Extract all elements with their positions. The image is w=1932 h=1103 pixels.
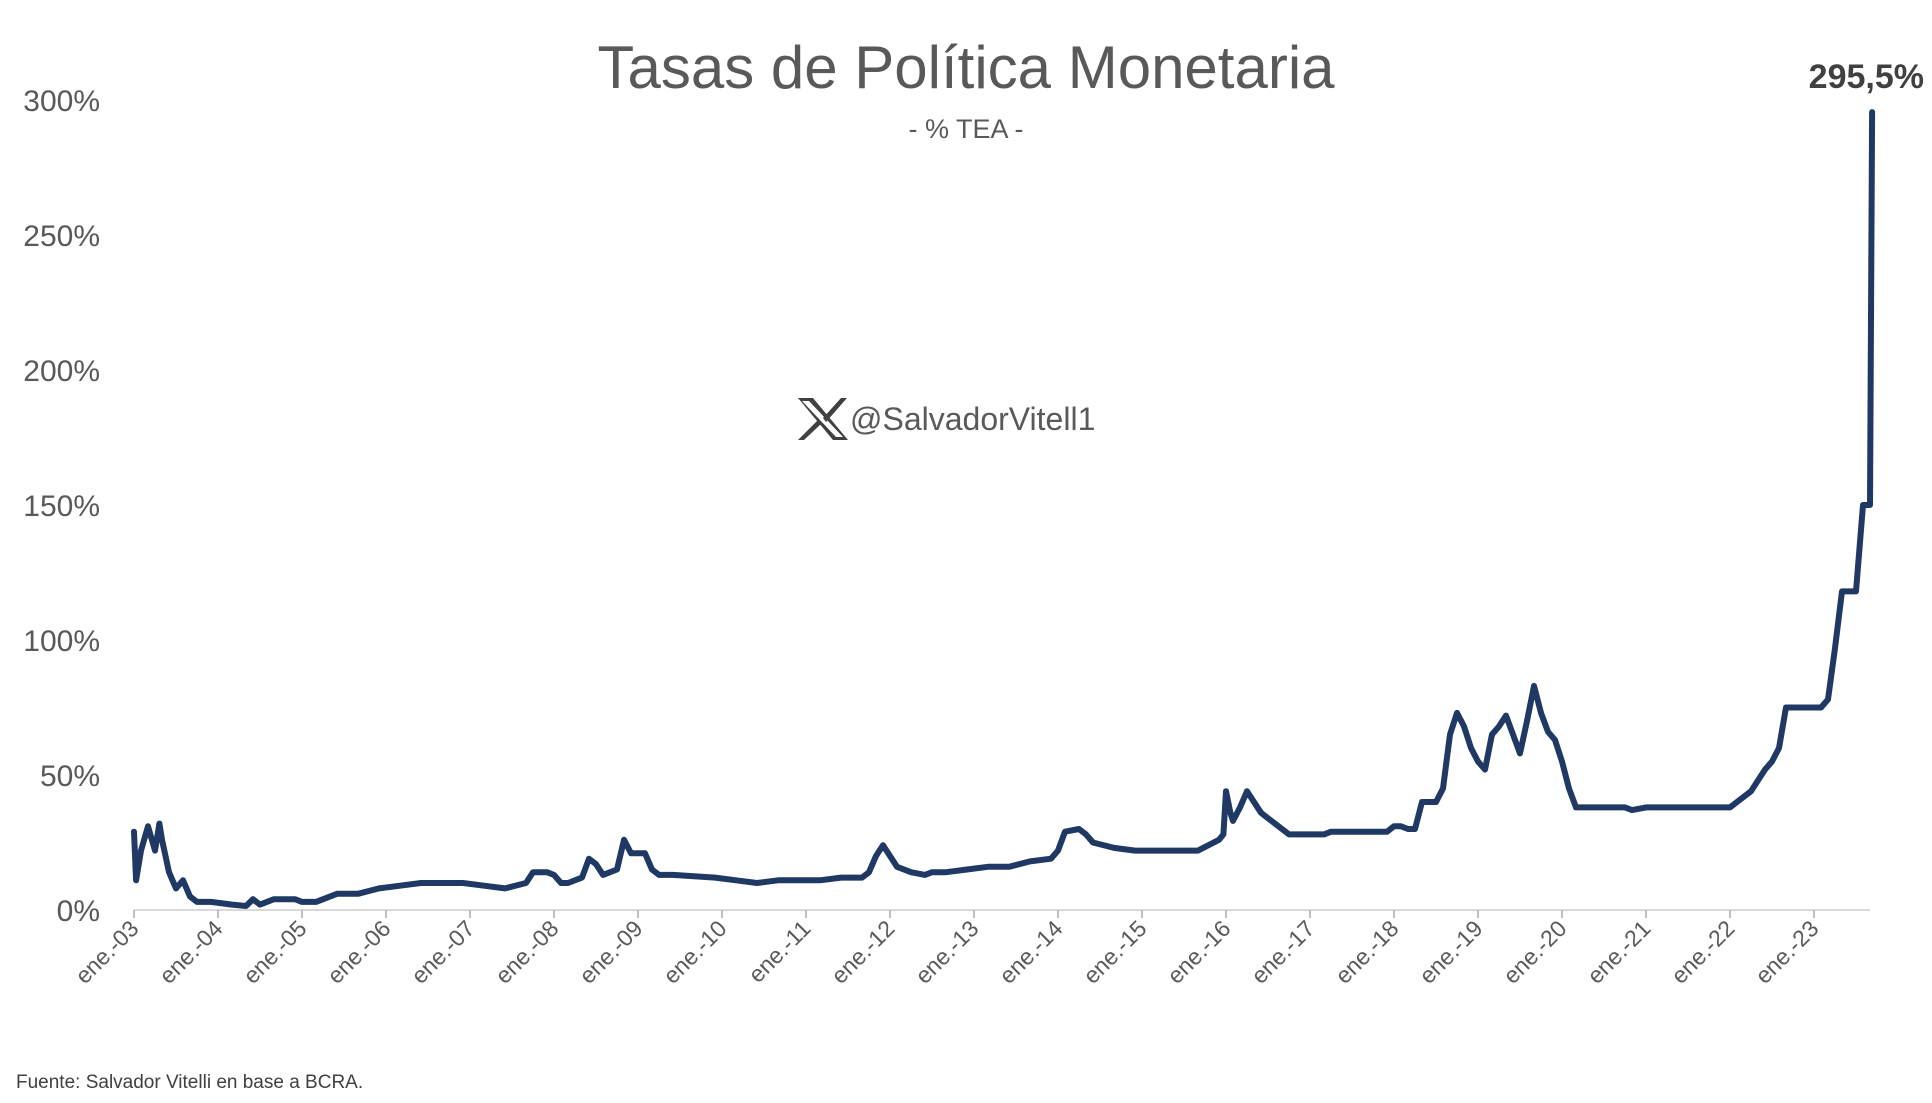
x-tick-label: ene.-18 <box>1330 915 1404 989</box>
x-tick-label: ene.-11 <box>743 915 815 987</box>
x-logo-icon <box>798 398 848 440</box>
x-tick-label: ene.-23 <box>1750 915 1824 989</box>
y-tick-label: 150% <box>23 490 100 523</box>
last-value-label: 295,5% <box>1809 58 1924 96</box>
watermark: @SalvadorVitell1 <box>798 398 1095 440</box>
x-tick-label: ene.-06 <box>322 915 396 989</box>
y-tick-label: 250% <box>23 220 100 253</box>
y-tick-label: 50% <box>40 760 100 793</box>
x-tick-label: ene.-13 <box>910 915 984 989</box>
y-tick-label: 300% <box>23 85 100 118</box>
x-tick-label: ene.-17 <box>1246 915 1320 989</box>
y-tick-label: 100% <box>23 625 100 658</box>
watermark-handle: @SalvadorVitell1 <box>850 401 1095 437</box>
series-line <box>131 109 1876 909</box>
chart-subtitle: - % TEA - <box>908 114 1023 144</box>
x-tick-label: ene.-19 <box>1414 915 1488 989</box>
x-tick-label: ene.-16 <box>1162 915 1236 989</box>
y-tick-label: 0% <box>57 895 100 928</box>
x-tick-label: ene.-21 <box>1582 915 1656 989</box>
x-tick-label: ene.-20 <box>1498 915 1572 989</box>
x-tick-label: ene.-12 <box>826 915 900 989</box>
x-tick-label: ene.-05 <box>238 915 312 989</box>
x-tick-label: ene.-15 <box>1078 915 1152 989</box>
y-axis: 0% 50% 100% 150% 200% 250% 300% <box>23 85 100 928</box>
source-note: Fuente: Salvador Vitelli en base a BCRA. <box>16 1072 364 1093</box>
series-group <box>131 109 1876 909</box>
chart-title: Tasas de Política Monetaria <box>597 34 1335 101</box>
x-axis: ene.-03 ene.-04 ene.-05 ene.-06 ene.-07 ene.-… <box>70 910 1824 989</box>
x-tick-label: ene.-10 <box>658 915 732 989</box>
x-tick-label: ene.-08 <box>490 915 564 989</box>
x-tick-label: ene.-07 <box>406 915 480 989</box>
x-tick-label: ene.-14 <box>994 915 1068 989</box>
y-tick-label: 200% <box>23 355 100 388</box>
x-tick-label: ene.-09 <box>574 915 648 989</box>
x-tick-label: ene.-22 <box>1666 915 1740 989</box>
x-tick-label: ene.-04 <box>154 915 228 989</box>
